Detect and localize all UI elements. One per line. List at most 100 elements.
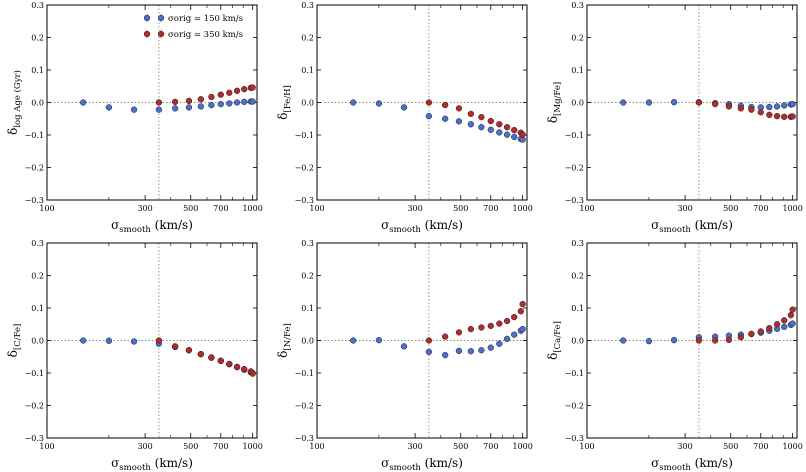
x-tick-label: 700 — [753, 442, 768, 451]
data-point-sigma150 — [425, 113, 433, 120]
data-point-sigma350 — [249, 370, 256, 377]
x-tick-label: 1000 — [242, 204, 262, 213]
y-tick-label: 0.3 — [301, 1, 314, 10]
data-point-sigma350 — [226, 89, 233, 96]
x-tick-label: 700 — [213, 204, 228, 213]
y-tick-label: 0.2 — [301, 34, 314, 43]
y-axis-label: δ[Mg/Fe] — [546, 82, 563, 123]
data-point-sigma350 — [442, 101, 449, 109]
data-point-sigma350 — [766, 325, 773, 332]
data-point-sigma350 — [712, 100, 719, 108]
legend-marker — [143, 30, 151, 38]
y-tick-label: −0.3 — [565, 434, 584, 443]
data-point-sigma350 — [725, 103, 733, 110]
data-point-sigma350 — [185, 97, 193, 105]
panel-5: −0.3 −0.2 −0.1 0.0 0.1 0.2 0.3 100 300 500 700 1000… — [276, 239, 533, 472]
data-point-sigma350 — [737, 105, 745, 112]
x-tick-label: 700 — [213, 442, 228, 451]
data-point-sigma150 — [478, 124, 485, 131]
data-point-sigma350 — [695, 99, 703, 106]
data-point-sigma150 — [155, 106, 163, 113]
data-point-sigma350 — [737, 334, 745, 341]
panel-2: −0.3 −0.2 −0.1 0.0 0.1 0.2 0.3 100 300 500 700 1000… — [276, 1, 533, 235]
y-tick-label: 0.2 — [571, 34, 584, 43]
x-tick-label: 300 — [407, 204, 422, 213]
data-point-sigma350 — [478, 113, 485, 121]
x-axis-label: σsmooth (km/s) — [111, 456, 193, 472]
data-point-sigma350 — [519, 131, 526, 138]
data-point-sigma150 — [172, 105, 179, 112]
data-point-sigma150 — [197, 103, 205, 110]
data-point-sigma350 — [185, 347, 193, 354]
y-tick-label: 0.3 — [301, 239, 314, 248]
data-point-sigma350 — [773, 113, 781, 120]
x-tick-label: 1000 — [242, 442, 262, 451]
data-point-sigma150 — [425, 348, 433, 356]
data-point-sigma150 — [511, 331, 518, 338]
data-point-sigma150 — [670, 99, 678, 106]
data-point-sigma350 — [241, 365, 248, 373]
x-axis-label: σsmooth (km/s) — [381, 456, 463, 472]
data-point-sigma150 — [773, 103, 781, 110]
data-point-sigma350 — [425, 337, 433, 344]
y-tick-label: 0.0 — [301, 99, 314, 108]
data-point-sigma150 — [185, 104, 193, 111]
data-point-sigma150 — [670, 337, 678, 344]
y-tick-label: −0.1 — [565, 369, 584, 378]
data-point-sigma350 — [197, 96, 205, 103]
legend: σorig = 150 km/s σorig = 350 km/s — [143, 13, 243, 40]
data-point-sigma350 — [208, 93, 215, 101]
x-tick-label: 100 — [309, 442, 324, 451]
data-point-sigma150 — [496, 340, 503, 347]
y-tick-label: 0.2 — [301, 272, 314, 281]
data-point-sigma150 — [80, 337, 87, 344]
data-point-sigma150 — [442, 115, 449, 122]
data-point-sigma150 — [503, 131, 511, 138]
data-point-sigma350 — [217, 357, 224, 364]
data-point-sigma350 — [172, 343, 179, 350]
data-point-sigma350 — [695, 337, 703, 344]
data-point-sigma150 — [80, 99, 87, 106]
data-point-sigma350 — [766, 111, 773, 118]
y-axis-label: δlog Age (Gyr) — [6, 70, 23, 135]
y-tick-label: 0.3 — [571, 1, 584, 10]
data-point-sigma350 — [226, 360, 233, 368]
x-tick-label: 500 — [453, 204, 468, 213]
data-point-sigma350 — [208, 354, 215, 361]
data-point-sigma350 — [172, 98, 179, 105]
legend-marker — [157, 30, 165, 38]
data-point-sigma350 — [503, 124, 511, 131]
y-axis-label: δ[C/Fe] — [6, 324, 23, 358]
data-point-sigma150 — [233, 99, 241, 106]
data-point-sigma350 — [487, 322, 494, 330]
data-point-sigma150 — [105, 337, 113, 344]
y-tick-label: 0.0 — [301, 337, 314, 346]
data-point-sigma350 — [496, 320, 503, 327]
x-axis-label: σsmooth (km/s) — [651, 456, 733, 472]
data-point-sigma150 — [766, 103, 773, 111]
data-point-sigma150 — [487, 344, 494, 351]
y-tick-label: −0.3 — [295, 196, 314, 205]
x-tick-label: 100 — [579, 442, 594, 451]
x-axis-label: σsmooth (km/s) — [111, 218, 193, 235]
y-tick-label: 0.1 — [31, 304, 44, 313]
x-tick-label: 1000 — [512, 204, 532, 213]
data-point-sigma150 — [645, 338, 653, 345]
y-tick-label: 0.1 — [301, 304, 314, 313]
panel-4: −0.3 −0.2 −0.1 0.0 0.1 0.2 0.3 100 300 500 700 1000… — [6, 239, 263, 472]
y-tick-label: −0.1 — [25, 369, 44, 378]
data-point-sigma350 — [789, 306, 796, 313]
data-point-sigma350 — [517, 308, 524, 315]
y-tick-label: −0.2 — [565, 402, 584, 411]
y-tick-label: 0.0 — [31, 337, 44, 346]
data-point-sigma150 — [249, 98, 256, 105]
y-axis-label: δ[N/Fe] — [276, 323, 293, 358]
x-tick-label: 500 — [723, 204, 738, 213]
y-tick-label: 0.0 — [31, 99, 44, 108]
x-tick-label: 300 — [677, 442, 692, 451]
data-point-sigma350 — [155, 99, 163, 106]
data-point-sigma150 — [467, 348, 475, 355]
legend-marker — [143, 14, 151, 22]
x-tick-label: 300 — [677, 204, 692, 213]
